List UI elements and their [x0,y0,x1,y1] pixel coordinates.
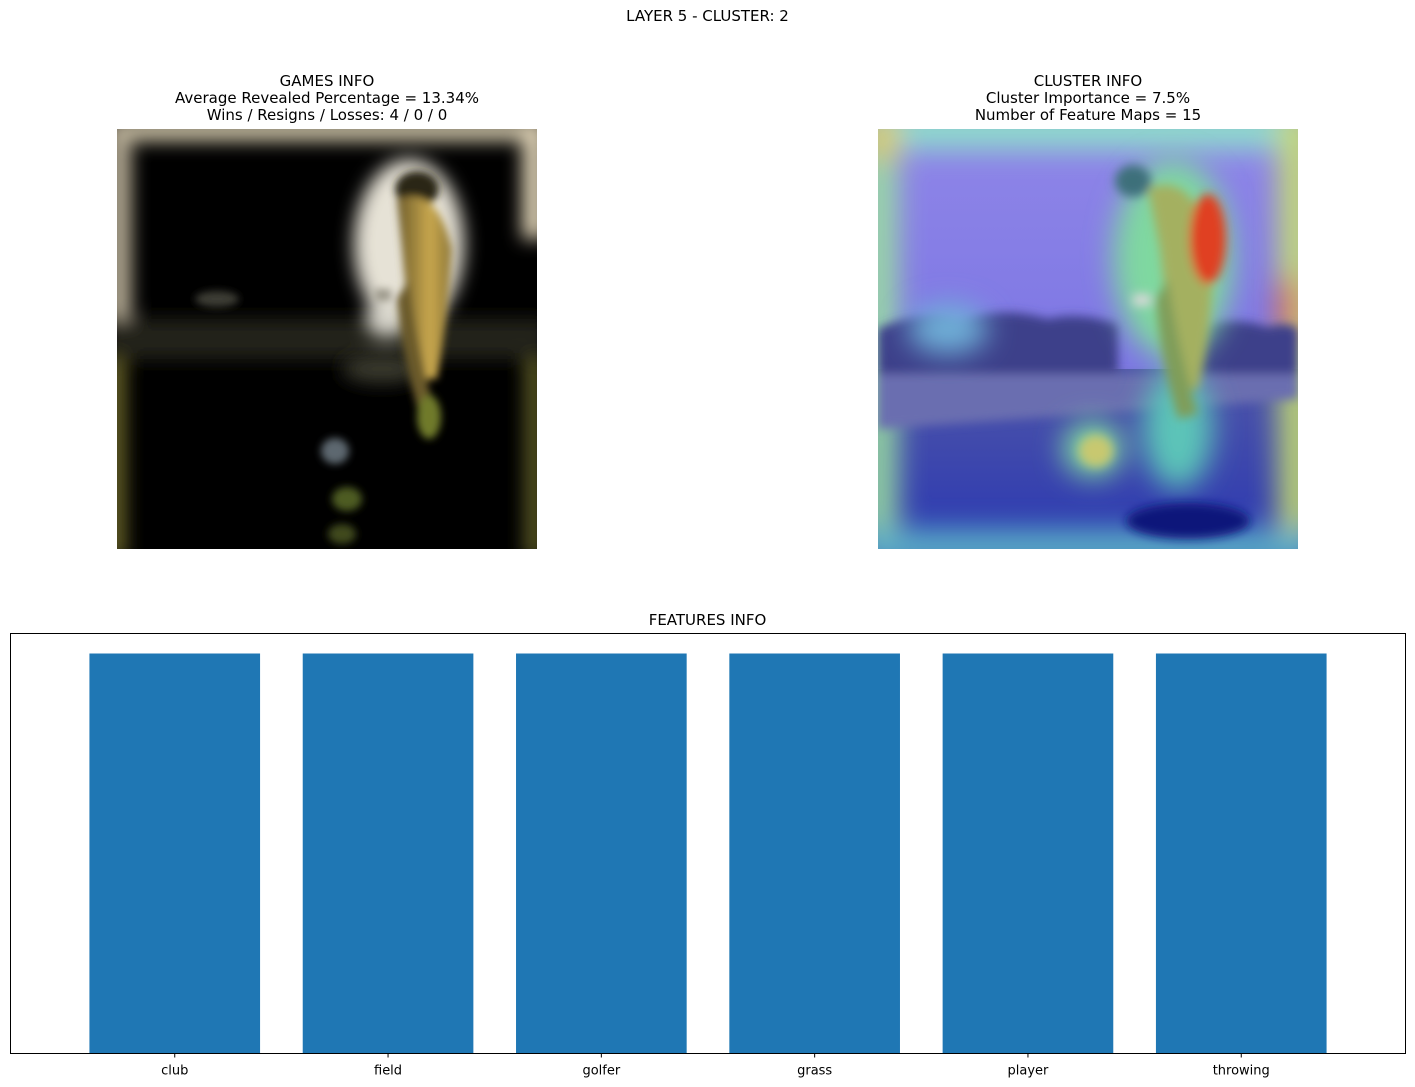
bar-throwing [1155,653,1327,1054]
wins-resigns-losses: Wins / Resigns / Losses: 4 / 0 / 0 [206,106,448,124]
bars-layer [89,653,1327,1054]
cluster-info-heading: CLUSTER INFO [1033,72,1143,90]
average-revealed-percentage: Average Revealed Percentage = 13.34% [174,89,479,107]
cluster-importance: Cluster Importance = 7.5% [985,89,1191,107]
bar-player [942,653,1114,1054]
x-tick-label: grass [797,1064,832,1079]
x-tick-label: club [161,1064,188,1079]
bar-grass [729,653,900,1054]
cluster-info-title: CLUSTER INFO Cluster Importance = 7.5% N… [878,73,1298,124]
number-of-feature-maps: Number of Feature Maps = 15 [974,106,1202,124]
cluster-heatmap-image [878,129,1298,549]
bar-golfer [516,653,687,1054]
bar-field [302,653,474,1054]
x-tick-label: player [1008,1064,1050,1079]
x-tick-label: golfer [582,1064,620,1079]
games-info-heading: GAMES INFO [279,72,375,90]
chart-title: FEATURES INFO [648,611,767,629]
x-ticks-layer: club field golfer grass player throwing [161,1053,1270,1079]
games-info-title: GAMES INFO Average Revealed Percentage =… [117,73,537,124]
bar-club [89,653,261,1054]
x-tick-label: throwing [1213,1064,1270,1079]
axes-frame [10,633,1406,1054]
x-tick-label: field [374,1064,402,1079]
figure-title: LAYER 5 - CLUSTER: 2 [626,7,789,25]
revealed-image [117,129,537,549]
